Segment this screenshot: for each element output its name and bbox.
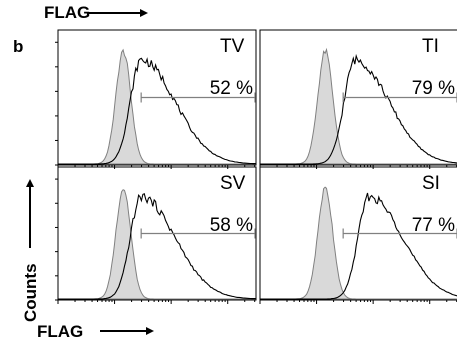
sample-histogram	[260, 53, 457, 165]
sample-histogram	[58, 193, 257, 300]
top-axis-label: FLAG	[44, 3, 90, 22]
percent-label-tv: 52 %	[210, 78, 253, 99]
control-histogram	[260, 186, 457, 300]
percent-label-ti: 79 %	[412, 78, 455, 99]
panel-letter: b	[13, 37, 23, 56]
panel-frame	[259, 29, 457, 166]
gate-marker	[140, 92, 256, 103]
control-histogram	[58, 48, 256, 165]
sample-histogram	[260, 192, 457, 300]
panel-label-tv: TV	[220, 36, 245, 57]
panel-label-si: SI	[422, 173, 440, 194]
histogram-panel-si: SI 77 %	[259, 166, 457, 304]
control-histogram	[260, 47, 457, 165]
y-axis-label: Counts	[21, 263, 40, 322]
panel-frame	[259, 166, 457, 301]
gate-marker	[342, 228, 457, 239]
gate-marker	[342, 92, 457, 103]
histogram-panels: TV 52 % TI 79 % SV 58 % SI 77 %	[55, 29, 457, 304]
panel-frame	[57, 166, 257, 301]
histogram-panel-ti: TI 79 %	[259, 29, 457, 169]
axis-ticks	[55, 178, 256, 304]
panel-frame	[57, 29, 257, 166]
sample-histogram	[58, 57, 257, 165]
histogram-panel-sv: SV 58 %	[55, 166, 257, 304]
bottom-axis-label: FLAG	[37, 322, 83, 341]
percent-label-si: 77 %	[412, 215, 455, 236]
axis-ticks	[55, 41, 256, 169]
panel-label-ti: TI	[422, 36, 439, 57]
gate-marker	[140, 228, 256, 239]
histogram-panel-tv: TV 52 %	[55, 29, 257, 169]
panel-label-sv: SV	[220, 173, 246, 194]
percent-label-sv: 58 %	[210, 215, 253, 236]
control-histogram	[58, 189, 256, 300]
axis-ticks	[259, 300, 457, 304]
